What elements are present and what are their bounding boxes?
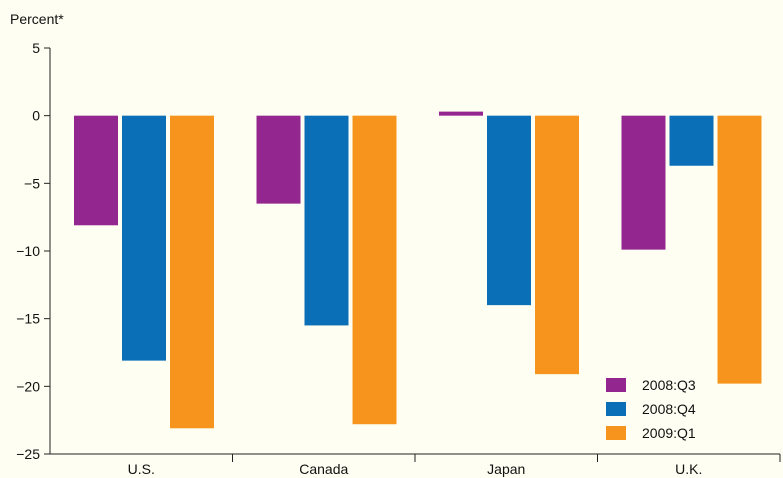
x-tick-label: U.K.: [675, 461, 702, 477]
bar: [621, 115, 666, 250]
y-tick-label: −5: [24, 175, 40, 191]
x-tick-label: Japan: [487, 461, 525, 477]
legend-label: 2008:Q3: [642, 377, 696, 393]
y-tick-label: 0: [32, 108, 40, 124]
y-tick-label: −15: [16, 311, 40, 327]
y-tick-label: −10: [16, 243, 40, 259]
bar: [74, 115, 118, 226]
x-tick-label: Canada: [299, 461, 348, 477]
legend-swatch: [606, 426, 626, 440]
bars: [74, 111, 762, 429]
bar: [304, 115, 349, 326]
bar: [256, 115, 301, 204]
legend-label: 2008:Q4: [642, 401, 696, 417]
legend: 2008:Q3 2008:Q4 2009:Q1: [606, 377, 696, 441]
bar: [717, 115, 762, 384]
y-axis-title: Percent*: [10, 11, 64, 27]
y-tick-label: −25: [16, 446, 40, 462]
y-tick-label: −20: [16, 378, 40, 394]
y-tick-label: 5: [32, 40, 40, 56]
bar: [669, 115, 714, 166]
bar: [439, 111, 483, 116]
y-axis: 5 0 −5 −10 −15 −20 −25: [16, 40, 51, 462]
x-axis: U.S. Canada Japan U.K.: [50, 453, 781, 477]
bar: [352, 115, 397, 425]
bar: [170, 115, 214, 429]
bar: [535, 115, 579, 375]
x-tick-label: U.S.: [128, 461, 155, 477]
legend-swatch: [606, 378, 626, 392]
bar: [487, 115, 531, 306]
bar: [122, 115, 166, 361]
legend-label: 2009:Q1: [642, 425, 696, 441]
legend-swatch: [606, 402, 626, 416]
